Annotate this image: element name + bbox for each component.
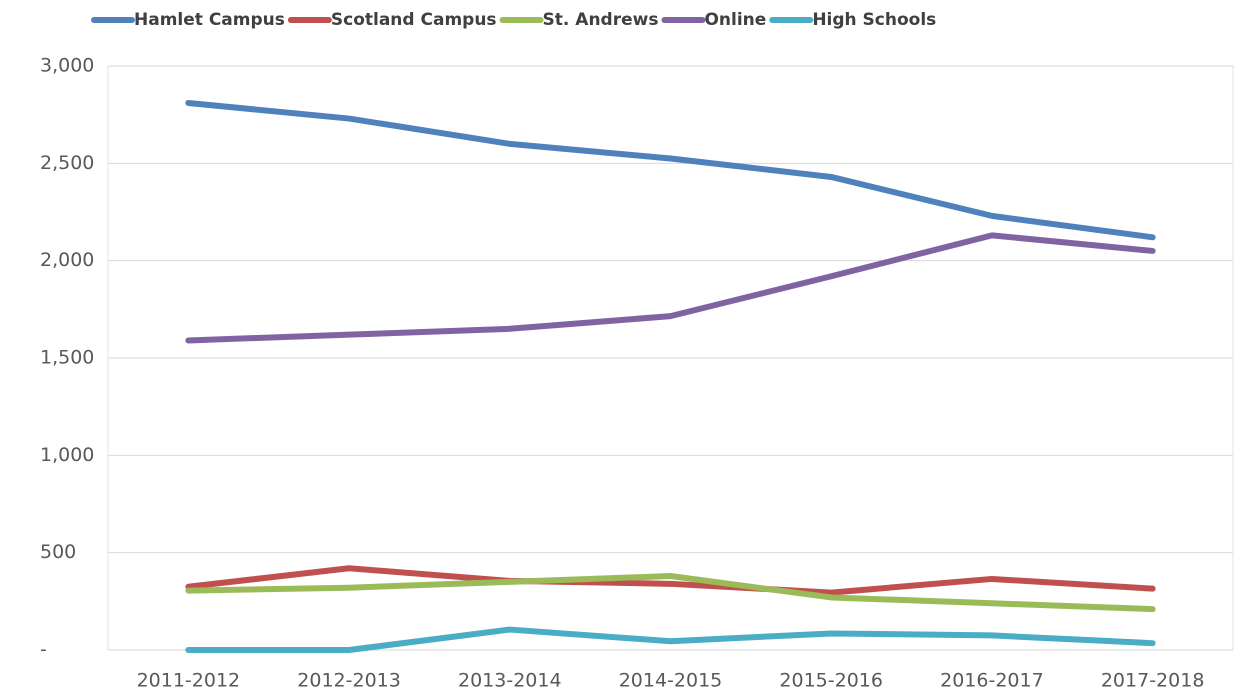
legend-label: Scotland Campus — [331, 10, 497, 30]
series-line — [185, 99, 1156, 241]
series-line — [185, 565, 1156, 596]
legend-label: Online — [704, 10, 766, 30]
x-tick-label: 2015-2016 — [779, 670, 883, 692]
legend-label: Hamlet Campus — [134, 10, 285, 30]
y-tick-label: 2,500 — [40, 152, 94, 174]
x-tick-label: 2014-2015 — [619, 670, 723, 692]
y-tick-label: 1,000 — [40, 444, 94, 466]
y-tick-label: 2,000 — [40, 249, 94, 271]
y-tick-label: 3,000 — [40, 55, 94, 77]
series-line — [185, 573, 1156, 613]
y-tick-label: 1,500 — [40, 347, 94, 369]
x-tick-label: 2013-2014 — [458, 670, 562, 692]
legend-label: High Schools — [812, 10, 936, 30]
y-tick-label: - — [40, 639, 47, 661]
series-line — [185, 232, 1156, 344]
x-tick-label: 2016-2017 — [940, 670, 1044, 692]
x-tick-label: 2011-2012 — [137, 670, 241, 692]
legend-label: St. Andrews — [543, 10, 659, 30]
x-tick-label: 2012-2013 — [297, 670, 401, 692]
x-tick-label: 2017-2018 — [1101, 670, 1205, 692]
series-line — [185, 626, 1156, 653]
y-tick-label: 500 — [40, 541, 76, 563]
